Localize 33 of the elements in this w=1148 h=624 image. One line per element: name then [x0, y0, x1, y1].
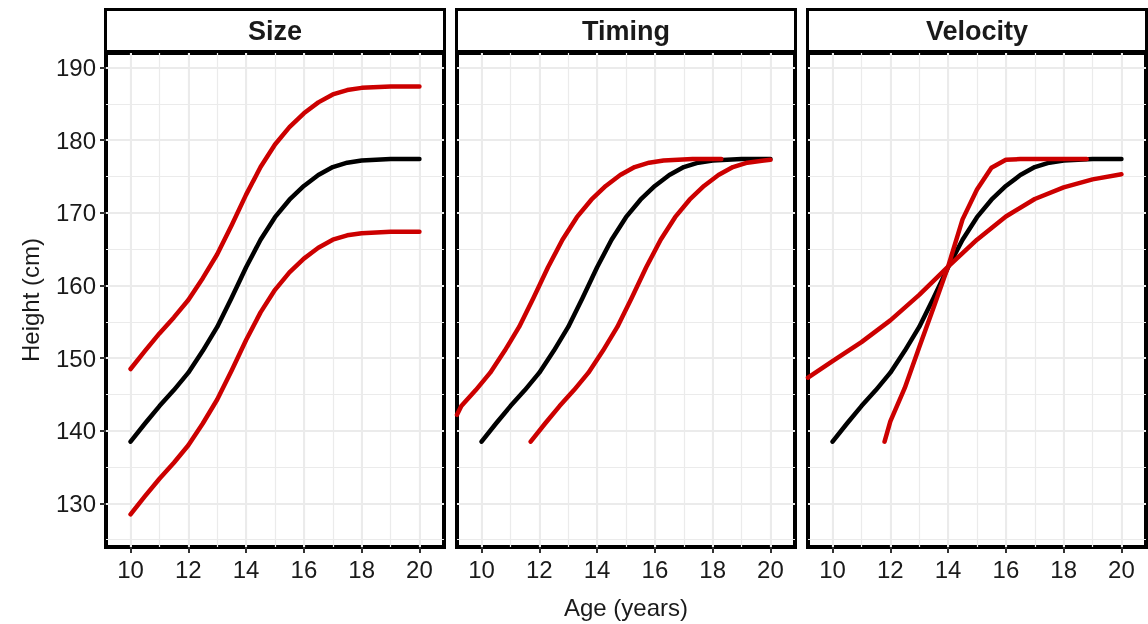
x-tick-label: 16	[641, 555, 669, 583]
x-tick-label: 14	[232, 555, 260, 583]
chart-title: Velocity	[925, 16, 1029, 46]
x-tick-label: 20	[757, 555, 784, 583]
x-axis-title: Age (years)	[563, 593, 689, 621]
x-tick-label: 10	[468, 555, 495, 583]
x-tick-label: 10	[117, 555, 144, 583]
y-tick-label: 150	[55, 344, 96, 372]
chart-title: Timing	[581, 16, 671, 46]
x-tick-label: 18	[348, 555, 376, 583]
y-tick-label: 190	[55, 54, 96, 82]
x-tick-label: 20	[1108, 555, 1135, 583]
y-tick-label: 140	[55, 417, 96, 445]
x-tick-label: 14	[934, 555, 962, 583]
x-tick-label: 14	[583, 555, 611, 583]
line-series	[128, 84, 422, 372]
x-tick-label: 10	[819, 555, 846, 583]
x-tick-label: 16	[992, 555, 1020, 583]
x-tick-label: 18	[1050, 555, 1078, 583]
x-tick-label: 18	[699, 555, 727, 583]
y-tick-label: 130	[55, 489, 96, 517]
x-tick-label: 20	[406, 555, 433, 583]
x-tick-label: 16	[290, 555, 318, 583]
line-series	[128, 229, 422, 517]
x-tick-label: 12	[174, 555, 202, 583]
y-tick-label: 160	[55, 271, 96, 299]
x-tick-label: 12	[525, 555, 553, 583]
chart-title: Size	[247, 16, 303, 46]
y-tick-label: 170	[55, 199, 96, 227]
y-axis-title: Height (cm)	[16, 237, 44, 363]
y-tick-label: 180	[55, 126, 96, 154]
line-series	[128, 156, 422, 444]
x-tick-label: 12	[876, 555, 904, 583]
